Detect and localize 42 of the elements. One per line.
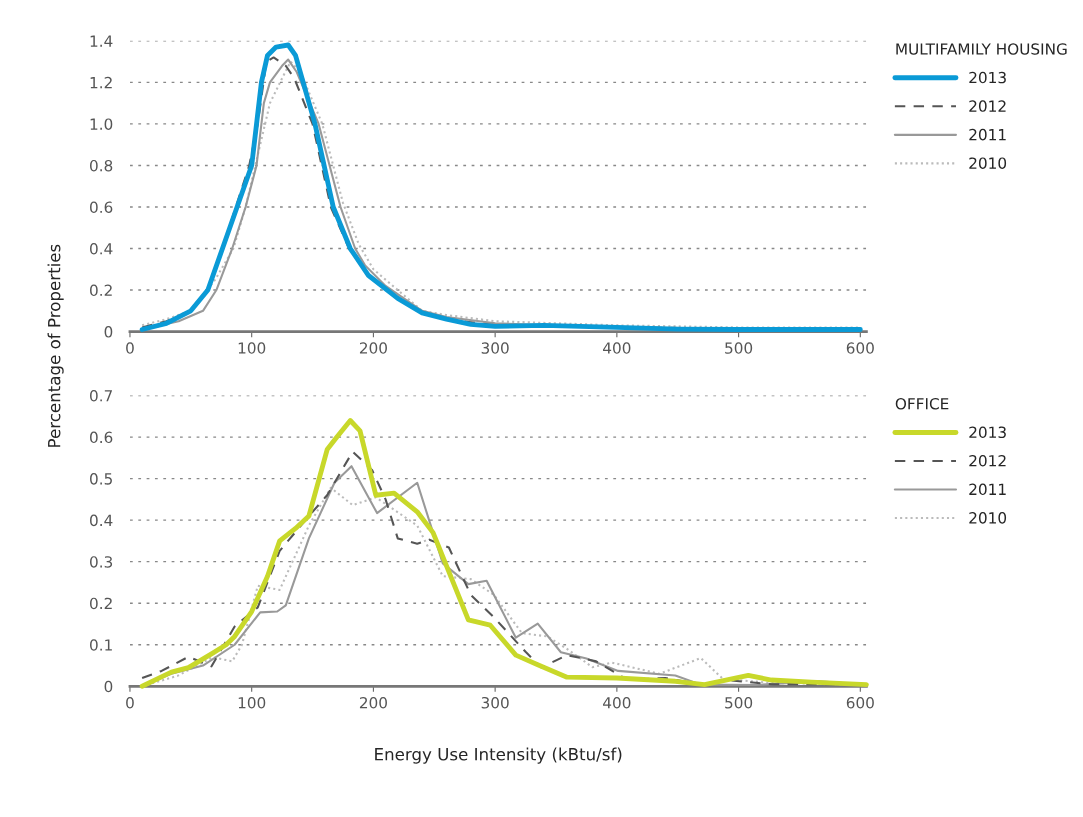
y-tick-label: 0.5 bbox=[90, 473, 112, 485]
legend-label: 2013 bbox=[969, 426, 1006, 439]
x-tick-label: 200 bbox=[359, 696, 387, 709]
x-tick-label: 0 bbox=[126, 342, 134, 354]
y-tick-label: 0.4 bbox=[90, 514, 113, 527]
y-tick-label: 0.3 bbox=[90, 556, 113, 568]
x-tick-label: 0 bbox=[126, 696, 134, 709]
y-tick-label: 0.2 bbox=[90, 597, 112, 610]
legend-label: 2012 bbox=[969, 100, 1006, 112]
y-tick-label: 0.8 bbox=[90, 159, 113, 172]
legend-label: 2013 bbox=[969, 71, 1006, 84]
legend-title: OFFICE bbox=[895, 397, 949, 410]
x-tick-label: 500 bbox=[725, 696, 753, 709]
y-tick-label: 0 bbox=[104, 326, 113, 338]
y-axis-title: Percentage of Properties bbox=[47, 244, 64, 447]
y-tick-label: 1.4 bbox=[90, 35, 113, 47]
x-tick-label: 100 bbox=[238, 342, 266, 354]
legend-label: 2011 bbox=[969, 128, 1006, 141]
x-tick-label: 300 bbox=[481, 342, 509, 354]
legend-title: MULTIFAMILY HOUSING bbox=[896, 43, 1067, 55]
legend-label: 2010 bbox=[969, 157, 1007, 169]
x-tick-label: 400 bbox=[603, 696, 631, 709]
x-axis-title: Energy Use Intensity (kBtu/sf) bbox=[375, 747, 622, 764]
y-tick-label: 0.4 bbox=[90, 242, 113, 255]
x-tick-label: 400 bbox=[603, 342, 631, 354]
x-tick-label: 100 bbox=[238, 696, 266, 709]
y-tick-label: 0.2 bbox=[90, 284, 112, 297]
x-tick-label: 200 bbox=[359, 342, 387, 354]
y-tick-label: 0.6 bbox=[90, 201, 113, 214]
y-tick-label: 0.1 bbox=[90, 639, 112, 651]
y-tick-label: 0.7 bbox=[90, 390, 112, 402]
y-tick-label: 1.2 bbox=[90, 76, 112, 89]
x-tick-label: 500 bbox=[725, 342, 753, 354]
x-tick-label: 300 bbox=[481, 696, 509, 709]
x-tick-label: 600 bbox=[846, 342, 874, 354]
y-tick-label: 1.0 bbox=[90, 118, 113, 130]
x-tick-label: 600 bbox=[846, 696, 874, 709]
legend-label: 2012 bbox=[969, 455, 1006, 467]
y-tick-label: 0 bbox=[104, 680, 113, 693]
legend-label: 2011 bbox=[969, 483, 1006, 496]
legend-label: 2010 bbox=[969, 512, 1007, 524]
y-tick-label: 0.6 bbox=[90, 431, 113, 444]
